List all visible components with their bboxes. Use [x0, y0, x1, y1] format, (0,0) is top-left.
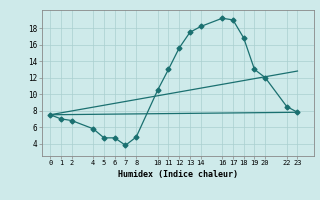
- X-axis label: Humidex (Indice chaleur): Humidex (Indice chaleur): [118, 170, 237, 179]
